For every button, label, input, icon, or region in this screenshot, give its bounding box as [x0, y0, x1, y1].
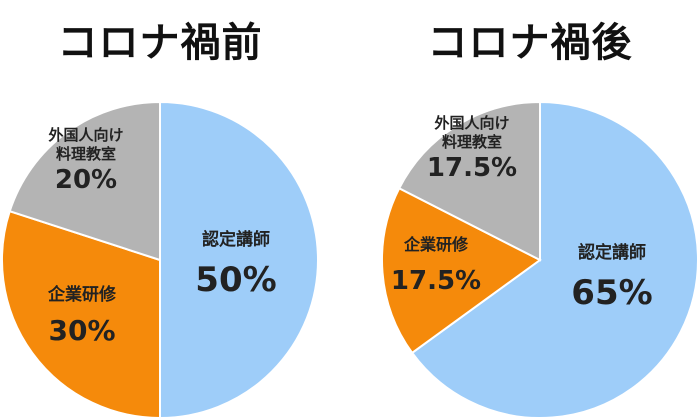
slice-category-label: 外国人向け料理教室 — [433, 114, 509, 151]
slice-category-label: 認定講師 — [202, 229, 270, 250]
slice-value-label: 65% — [571, 273, 652, 313]
slice-label-corporate-after: 企業研修 17.5% — [391, 235, 481, 296]
slice-category-label: 企業研修 — [403, 235, 469, 254]
slice-value-label: 20% — [55, 165, 117, 195]
slice-value-label: 17.5% — [391, 266, 481, 296]
chart-title-before: コロナ禍前 — [57, 20, 263, 66]
pie-slice-cooking-class-before — [8, 100, 161, 262]
pie-slice-corporate-before — [1, 209, 161, 420]
slice-category-label: 外国人向け料理教室 — [47, 126, 123, 163]
slice-value-label: 50% — [195, 260, 276, 300]
slice-label-corporate-before: 企業研修 30% — [47, 284, 117, 347]
chart-title-after: コロナ禍後 — [427, 20, 633, 66]
pie-slice-teacher-before — [159, 100, 319, 420]
pie-slice-corporate-after — [381, 186, 542, 355]
slice-label-teacher-before: 認定講師 50% — [195, 229, 276, 300]
slice-category-label: 企業研修 — [47, 284, 117, 305]
pie-slice-cooking-class-after — [397, 100, 541, 262]
slice-value-label: 17.5% — [427, 153, 517, 183]
slice-value-label: 30% — [48, 314, 115, 347]
slice-category-label: 認定講師 — [578, 242, 646, 263]
slice-label-teacher-after: 認定講師 65% — [571, 242, 652, 313]
pie-slice-teacher-after — [410, 100, 699, 419]
